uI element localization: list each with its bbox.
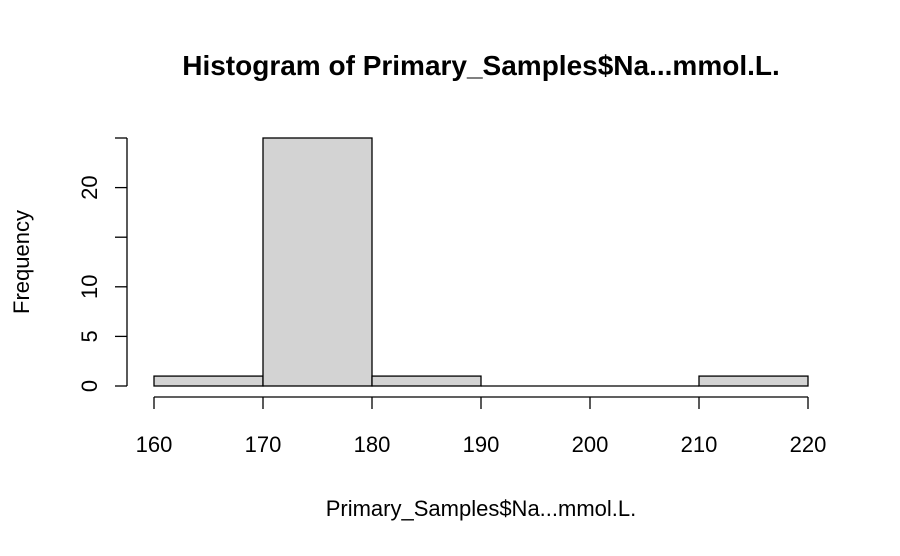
- histogram-bar-160-170: [153, 375, 264, 387]
- y-tick-label-0: 0: [77, 380, 102, 392]
- histogram-bar-170-180: [262, 137, 373, 387]
- y-tick-label-20: 20: [77, 175, 102, 199]
- y-tick-label-10: 10: [77, 275, 102, 299]
- bars-group: [153, 137, 809, 387]
- x-tick-label-210: 210: [681, 432, 718, 457]
- histogram-bar-210-220: [698, 375, 809, 387]
- y-axis: 0 5 10 20: [77, 137, 128, 392]
- x-tick-label-220: 220: [790, 432, 827, 457]
- x-axis-label: Primary_Samples$Na...mmol.L.: [326, 496, 637, 521]
- chart-title: Histogram of Primary_Samples$Na...mmol.L…: [182, 50, 780, 81]
- x-tick-label-190: 190: [463, 432, 500, 457]
- x-axis: 160 170 180 190 200 210 220: [136, 396, 827, 457]
- x-tick-label-200: 200: [572, 432, 609, 457]
- x-tick-label-160: 160: [136, 432, 173, 457]
- y-tick-label-5: 5: [77, 330, 102, 342]
- x-tick-label-170: 170: [245, 432, 282, 457]
- y-axis-label: Frequency: [9, 210, 34, 314]
- histogram-bar-180-190: [371, 375, 482, 387]
- x-tick-label-180: 180: [354, 432, 391, 457]
